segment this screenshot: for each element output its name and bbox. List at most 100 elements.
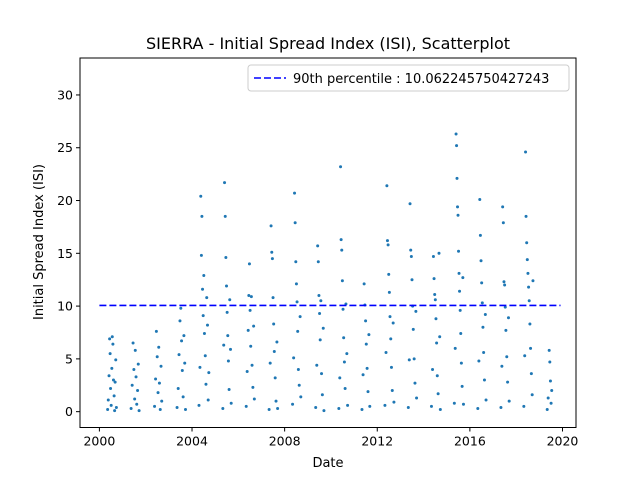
data-point [392,400,396,404]
data-point [367,333,371,337]
data-point [198,365,202,369]
data-point [271,296,275,300]
data-point [390,389,394,393]
data-point [342,336,346,340]
data-point [205,323,209,327]
data-point [525,258,529,262]
data-point [455,176,459,180]
data-point [228,298,232,302]
data-point [159,364,163,368]
x-tick-label: 2004 [176,434,208,449]
data-point [227,387,231,391]
data-point [501,205,505,209]
data-point [247,294,251,298]
data-point [438,408,442,412]
data-point [411,327,415,331]
data-point [110,335,114,339]
y-tick-label: 20 [57,193,73,208]
data-point [106,408,110,412]
data-point [526,271,530,275]
data-point [389,365,393,369]
data-point [225,284,229,288]
data-point [201,314,205,318]
data-point [106,398,110,402]
data-point [501,221,505,225]
data-point [177,353,181,357]
data-point [338,376,342,380]
data-point [524,150,528,154]
data-point [316,244,320,248]
data-point [137,409,141,413]
data-point [531,279,535,283]
data-point [158,408,162,412]
data-point [179,306,183,310]
y-tick-label: 0 [65,404,73,419]
x-tick-label: 2000 [83,434,115,449]
data-point [199,253,203,257]
data-point [203,354,207,358]
data-point [197,403,201,407]
data-point [504,328,508,332]
data-point [229,401,233,405]
data-point [320,372,324,376]
data-point [368,404,372,408]
data-point [387,272,391,276]
data-point [321,326,325,330]
data-point [136,362,140,366]
data-point [275,340,279,344]
data-point [155,355,159,359]
data-point [503,283,507,287]
data-point [548,360,552,364]
data-point [429,404,433,408]
data-point [337,407,341,410]
x-tick-label: 2012 [361,434,393,449]
data-point [529,372,533,376]
data-point [294,282,298,286]
data-point [500,364,504,368]
data-point [340,248,344,252]
data-point [437,251,441,255]
data-point [431,367,435,371]
data-point [434,317,438,321]
y-tick-label: 10 [57,299,73,314]
data-point [458,289,462,293]
data-point [407,358,411,362]
data-point [317,294,321,298]
data-point [297,383,301,387]
data-point [181,395,185,399]
data-point [269,224,273,228]
y-tick-label: 15 [57,246,73,261]
data-point [386,243,390,247]
data-point [525,241,529,245]
data-point [360,408,364,412]
data-point [207,371,211,375]
data-point [412,357,416,361]
data-point [199,194,203,198]
data-point [293,221,297,225]
data-point [436,392,440,396]
data-point [201,287,205,291]
data-point [391,321,395,325]
data-point [251,385,255,389]
data-point [249,344,253,348]
data-point [252,397,256,401]
data-point [182,334,186,338]
data-point [268,361,272,365]
data-point [160,399,164,403]
data-point [339,165,343,169]
data-point [484,398,488,402]
data-point [270,257,274,261]
data-point [156,391,160,395]
data-point [482,378,486,382]
data-point [431,254,435,258]
data-point [250,363,254,367]
data-point [113,380,117,384]
data-point [528,322,532,326]
data-point [481,325,485,329]
data-point [135,402,139,406]
x-axis-title: Date [312,456,343,471]
data-point [340,279,344,283]
x-tick-label: 2008 [269,434,301,449]
data-point [229,347,232,351]
